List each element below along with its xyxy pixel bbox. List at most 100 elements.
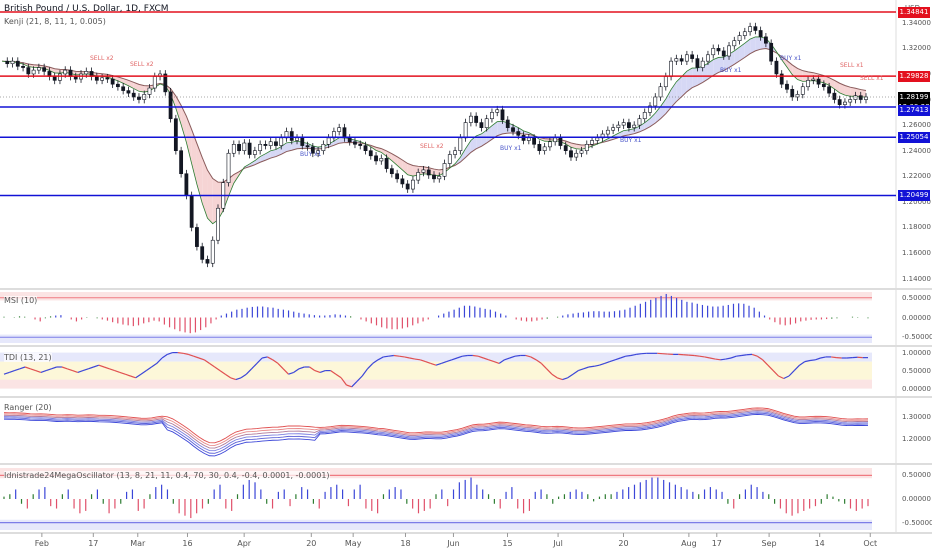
candle-body bbox=[643, 112, 646, 118]
candle-body bbox=[27, 68, 30, 74]
candle-body bbox=[796, 94, 799, 97]
candle-body bbox=[501, 110, 504, 120]
x-tick-label: 18 bbox=[400, 539, 410, 548]
price-tag: 1.25054 bbox=[898, 132, 930, 143]
candle-body bbox=[206, 259, 209, 263]
ranger-tick-label: 1.20000 bbox=[902, 435, 931, 443]
tdi-line-segment bbox=[389, 355, 394, 356]
tdi-line-segment bbox=[383, 356, 388, 357]
candle-body bbox=[532, 138, 535, 144]
candle-body bbox=[174, 119, 177, 151]
mega-tick-label: -0.50000 bbox=[902, 519, 932, 527]
price-tick-label: 1.34000 bbox=[902, 19, 931, 27]
candle-body bbox=[506, 120, 509, 128]
candle-body bbox=[322, 144, 325, 150]
x-tick-label: May bbox=[345, 539, 362, 548]
tdi-line-segment bbox=[473, 355, 478, 356]
candle-body bbox=[706, 55, 709, 61]
x-tick-label: 16 bbox=[182, 539, 192, 548]
candle-body bbox=[116, 84, 119, 87]
price-tag: 1.27413 bbox=[898, 105, 930, 116]
candle-body bbox=[21, 66, 24, 67]
candle-body bbox=[822, 84, 825, 87]
candle-body bbox=[432, 175, 435, 179]
candle-body bbox=[195, 227, 198, 246]
candle-body bbox=[185, 174, 188, 196]
tdi-mid-zone bbox=[0, 362, 872, 380]
candle-body bbox=[833, 93, 836, 99]
candle-body bbox=[490, 112, 493, 118]
candle-body bbox=[274, 142, 277, 146]
candle-body bbox=[559, 138, 562, 146]
candle-body bbox=[237, 144, 240, 150]
candle-body bbox=[548, 142, 551, 147]
candle-body bbox=[64, 70, 67, 74]
candle-body bbox=[53, 77, 56, 81]
candle-body bbox=[180, 151, 183, 174]
candle-body bbox=[327, 138, 330, 144]
candle-body bbox=[411, 180, 414, 189]
candle-body bbox=[743, 32, 746, 36]
x-tick-label: Jun bbox=[447, 539, 460, 548]
tdi-pane-label: TDI (13, 21) bbox=[4, 353, 52, 362]
candle-body bbox=[480, 123, 483, 128]
candle-body bbox=[580, 151, 583, 154]
candle-body bbox=[585, 144, 588, 150]
candle-body bbox=[675, 59, 678, 62]
tdi-line-segment bbox=[515, 355, 520, 356]
candle-body bbox=[685, 55, 688, 61]
candle-body bbox=[627, 123, 630, 128]
candle-body bbox=[280, 138, 283, 146]
candle-body bbox=[169, 92, 172, 119]
x-tick-label: 14 bbox=[815, 539, 825, 548]
candle-body bbox=[843, 102, 846, 105]
candle-body bbox=[37, 68, 40, 71]
x-tick-label: 20 bbox=[618, 539, 628, 548]
signal-label: BUY x1 bbox=[780, 55, 802, 62]
candle-body bbox=[828, 87, 831, 93]
candle-body bbox=[211, 240, 214, 263]
candle-body bbox=[633, 125, 636, 128]
candle-body bbox=[401, 179, 404, 184]
candle-body bbox=[132, 93, 135, 97]
msi-tick-label: 0.50000 bbox=[902, 294, 931, 302]
candle-body bbox=[201, 247, 204, 260]
price-tick-label: 1.22000 bbox=[902, 172, 931, 180]
candle-body bbox=[785, 84, 788, 89]
ranger-tick-label: 1.30000 bbox=[902, 413, 931, 421]
candle-body bbox=[543, 147, 546, 151]
tdi-tick-label: 0.50000 bbox=[902, 367, 931, 375]
x-tick-label: Oct bbox=[863, 539, 877, 548]
msi-upper-zone bbox=[0, 292, 872, 300]
tdi-line-segment bbox=[415, 359, 420, 360]
signal-label: BUY x1 bbox=[720, 67, 742, 74]
x-tick-label: Aug bbox=[681, 539, 697, 548]
ema-band-fill bbox=[497, 121, 502, 135]
tdi-line-segment bbox=[399, 356, 404, 357]
msi-pane-label: MSI (10) bbox=[4, 296, 37, 305]
candle-body bbox=[849, 100, 852, 103]
candle-body bbox=[390, 169, 393, 174]
tdi-lower-zone bbox=[0, 380, 872, 389]
candle-body bbox=[396, 174, 399, 179]
candle-body bbox=[264, 144, 267, 145]
ema-band-fill bbox=[692, 68, 697, 88]
candle-body bbox=[606, 130, 609, 134]
ema-band-fill bbox=[755, 37, 760, 51]
signal-label: SELL x1 bbox=[860, 75, 884, 82]
candle-body bbox=[111, 79, 114, 84]
candle-body bbox=[122, 87, 125, 91]
msi-tick-label: -0.50000 bbox=[902, 333, 932, 341]
candle-body bbox=[622, 123, 625, 126]
candle-body bbox=[438, 176, 441, 179]
candle-body bbox=[475, 116, 478, 122]
candle-body bbox=[680, 59, 683, 62]
price-tick-label: 1.18000 bbox=[902, 223, 931, 231]
candle-body bbox=[759, 30, 762, 36]
candle-body bbox=[369, 151, 372, 156]
candle-body bbox=[348, 138, 351, 142]
candle-body bbox=[6, 61, 9, 64]
tdi-line-segment bbox=[715, 359, 720, 360]
ranger-line-1 bbox=[4, 409, 868, 445]
